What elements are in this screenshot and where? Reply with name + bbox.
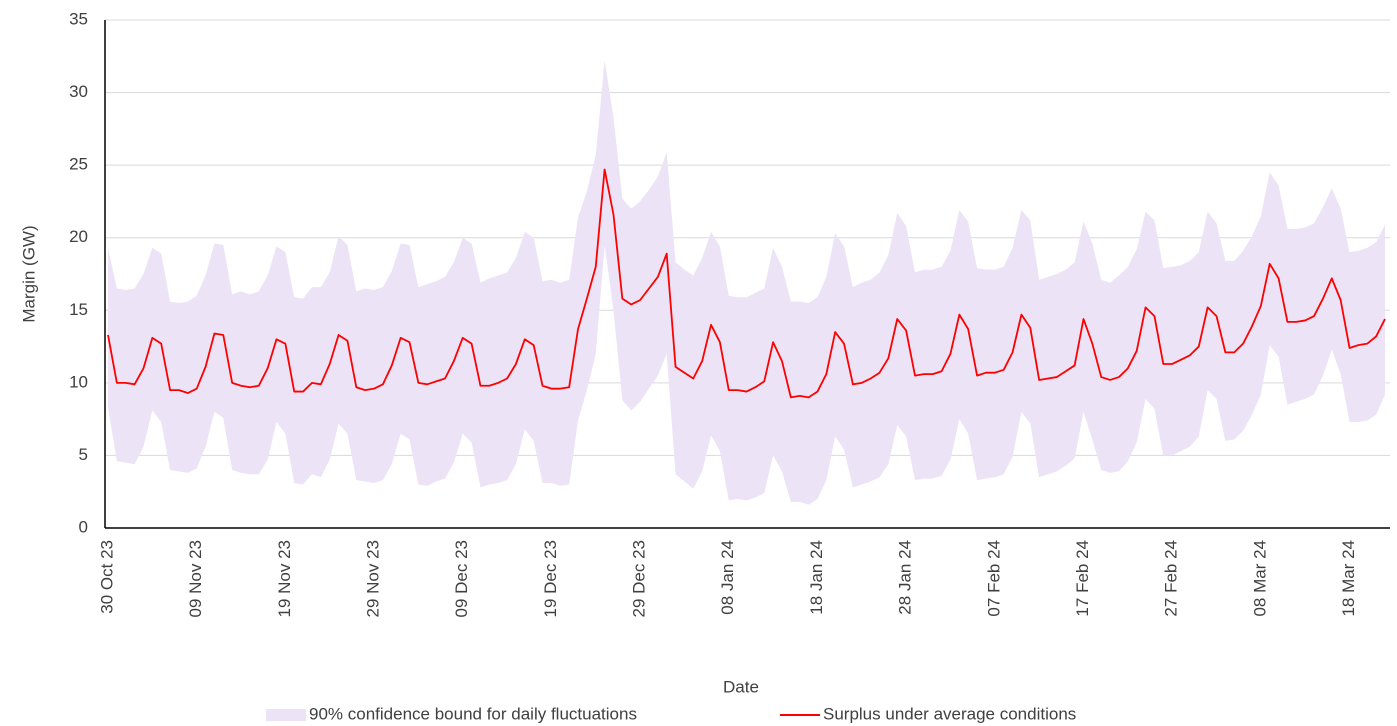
y-tick-label: 30 (69, 82, 88, 101)
legend-label: Surplus under average conditions (823, 704, 1076, 723)
y-tick-label: 5 (79, 445, 88, 464)
x-tick-label: 08 Mar 24 (1250, 540, 1269, 617)
legend-label: 90% confidence bound for daily fluctuati… (309, 704, 637, 723)
x-tick-label: 28 Jan 24 (896, 540, 915, 615)
x-tick-label: 09 Dec 23 (452, 540, 471, 618)
y-tick-label: 25 (69, 155, 88, 174)
y-tick-label: 15 (69, 300, 88, 319)
y-axis-title: Margin (GW) (19, 225, 38, 322)
x-tick-label: 19 Dec 23 (541, 540, 560, 618)
x-axis-title: Date (723, 677, 759, 696)
x-tick-label: 27 Feb 24 (1162, 540, 1181, 617)
data-line (107, 168, 1386, 399)
x-tick-label: 30 Oct 23 (97, 540, 116, 614)
confidence-band (108, 60, 1385, 505)
x-tick-label: 18 Mar 24 (1339, 540, 1358, 617)
legend-swatch (266, 709, 306, 721)
y-tick-label: 35 (69, 9, 88, 28)
y-tick-label: 0 (79, 517, 88, 536)
x-tick-label: 19 Nov 23 (275, 540, 294, 618)
x-tick-label: 07 Feb 24 (984, 540, 1003, 617)
x-tick-label: 09 Nov 23 (186, 540, 205, 618)
x-tick-label: 17 Feb 24 (1073, 540, 1092, 617)
y-tick-label: 10 (69, 372, 88, 391)
x-tick-label: 29 Dec 23 (630, 540, 649, 618)
x-tick-label: 29 Nov 23 (364, 540, 383, 618)
y-tick-label: 20 (69, 227, 88, 246)
x-tick-label: 18 Jan 24 (807, 540, 826, 615)
x-tick-label: 08 Jan 24 (718, 540, 737, 615)
